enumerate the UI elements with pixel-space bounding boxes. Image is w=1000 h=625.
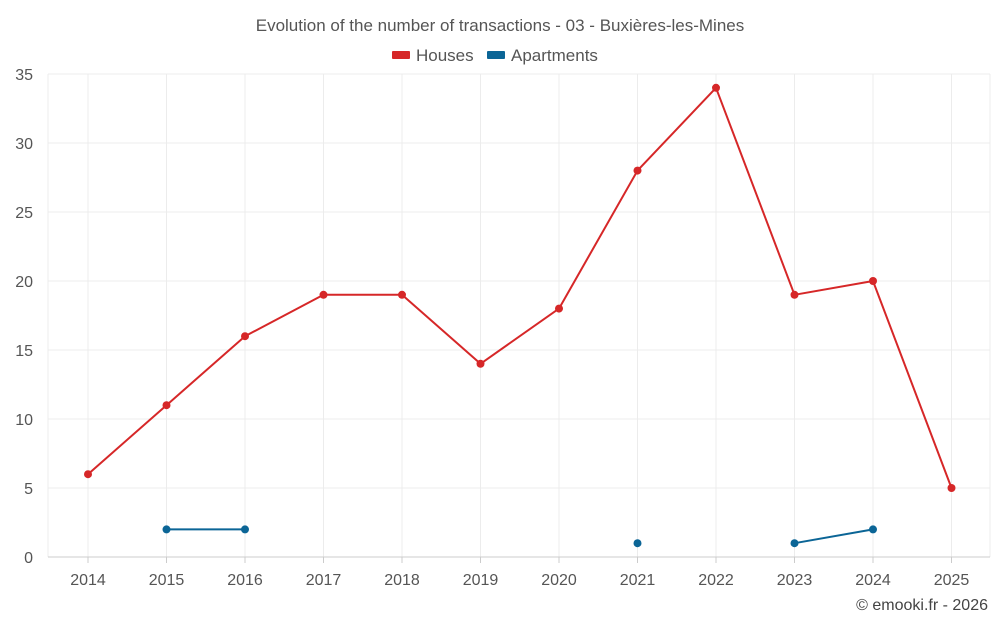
x-tick-label: 2018 [384, 572, 420, 589]
data-point-houses[interactable] [790, 290, 799, 299]
legend-label-apartments[interactable]: Apartments [511, 46, 598, 65]
series-line-houses [87, 86, 953, 489]
x-tick-label: 2021 [620, 572, 656, 589]
x-tick-label: 2017 [306, 572, 342, 589]
chart-title: Evolution of the number of transactions … [256, 16, 745, 35]
x-tick-label: 2025 [934, 572, 970, 589]
y-tick-label: 30 [15, 136, 33, 153]
data-point-apartments[interactable] [162, 525, 171, 534]
y-tick-label: 35 [15, 67, 33, 84]
legend: Houses Apartments [392, 46, 598, 65]
x-tick-label: 2022 [698, 572, 734, 589]
series [84, 83, 956, 548]
data-point-houses[interactable] [555, 304, 563, 313]
data-point-houses[interactable] [319, 290, 328, 299]
data-point-houses[interactable] [633, 166, 642, 175]
series-apartments [162, 525, 877, 548]
legend-swatch-apartments[interactable] [487, 51, 505, 59]
data-point-houses[interactable] [241, 332, 249, 341]
x-tick-label: 2019 [463, 572, 499, 589]
y-axis-ticks: 0 5 10 15 20 25 30 35 [15, 67, 33, 567]
series-line-apartments [794, 528, 874, 545]
x-tick-label: 2020 [541, 572, 577, 589]
y-tick-label: 20 [15, 274, 33, 291]
series-houses [84, 83, 956, 492]
x-tick-label: 2024 [855, 572, 891, 589]
y-tick-label: 10 [15, 412, 33, 429]
data-point-houses[interactable] [947, 484, 956, 492]
x-tick-label: 2014 [70, 572, 106, 589]
y-tick-label: 0 [24, 550, 33, 567]
grid [47, 73, 991, 558]
data-point-apartments[interactable] [869, 525, 877, 534]
data-point-houses[interactable] [476, 359, 485, 368]
legend-swatch-houses[interactable] [392, 51, 410, 59]
data-point-apartments[interactable] [241, 525, 249, 534]
x-tick-label: 2016 [227, 572, 263, 589]
credit-text: © emooki.fr - 2026 [856, 597, 988, 614]
data-point-apartments[interactable] [633, 539, 642, 548]
data-point-houses[interactable] [84, 470, 92, 479]
x-tick-label: 2023 [777, 572, 813, 589]
x-axis-ticks: 2014 2015 2016 2017 2018 2019 2020 2021 2022 2023… [70, 557, 969, 589]
data-point-houses[interactable] [162, 401, 171, 410]
x-tick-label: 2015 [149, 572, 185, 589]
legend-label-houses[interactable]: Houses [416, 46, 474, 65]
y-tick-label: 15 [15, 343, 33, 360]
y-tick-label: 5 [24, 481, 33, 498]
data-point-houses[interactable] [869, 277, 877, 285]
data-point-houses[interactable] [712, 83, 720, 92]
data-point-houses[interactable] [398, 290, 406, 299]
y-tick-label: 25 [15, 205, 33, 222]
data-point-apartments[interactable] [790, 539, 799, 548]
